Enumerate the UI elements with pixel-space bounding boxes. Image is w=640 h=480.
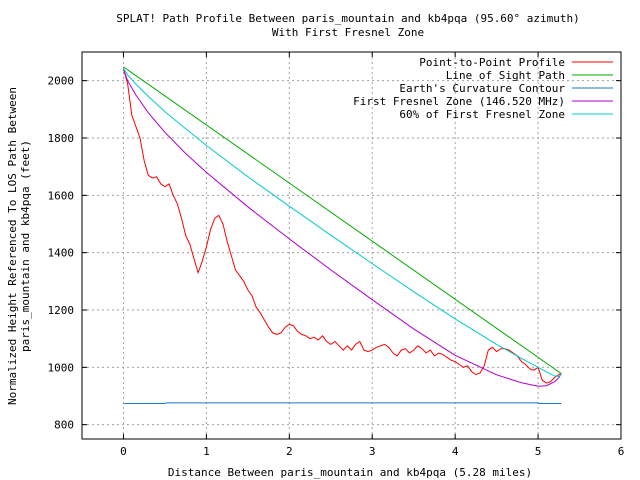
series-line-3	[123, 69, 562, 387]
legend-label: First Fresnel Zone (146.520 MHz)	[353, 95, 565, 108]
plot-frame	[81, 51, 622, 440]
legend-label: Line of Sight Path	[446, 69, 565, 82]
chart-title: SPLAT! Path Profile Between paris_mounta…	[116, 12, 580, 25]
series-line-2	[123, 402, 562, 404]
series-lines	[123, 66, 562, 404]
x-tick-label: 0	[120, 445, 127, 458]
tick-labels: 0 1 2 3 4 5 6 800 1000 1200 1400 1600 1800 2000	[48, 52, 625, 458]
series-line-0	[123, 69, 562, 384]
x-tick-label: 3	[369, 445, 376, 458]
y-axis-label-line-2: paris_mountain and kb4pqa (feet)	[19, 140, 32, 352]
y-axis-label: Normalized Height Referenced To LOS Path…	[6, 87, 32, 405]
y-tick-label: 1200	[48, 304, 75, 317]
x-tick-label: 5	[535, 445, 542, 458]
y-tick-label: 1000	[48, 361, 75, 374]
y-tick-label: 1800	[48, 132, 75, 145]
legend-label: Earth's Curvature Contour	[399, 82, 565, 95]
y-tick-label: 800	[54, 419, 74, 432]
x-tick-label: 1	[203, 445, 210, 458]
series-line-1	[123, 66, 562, 375]
y-tick-label: 2000	[48, 75, 75, 88]
x-tick-label: 6	[618, 445, 625, 458]
legend-label: 60% of First Fresnel Zone	[399, 108, 565, 121]
y-tick-label: 1400	[48, 247, 75, 260]
x-tick-label: 2	[286, 445, 293, 458]
chart-subtitle: With First Fresnel Zone	[272, 26, 424, 39]
x-axis-label: Distance Between paris_mountain and kb4p…	[168, 466, 532, 479]
y-axis-label-line-1: Normalized Height Referenced To LOS Path…	[6, 87, 19, 405]
x-tick-label: 4	[452, 445, 459, 458]
series-line-4	[123, 68, 562, 378]
legend-label: Point-to-Point Profile	[419, 56, 565, 69]
y-tick-label: 1600	[48, 189, 75, 202]
